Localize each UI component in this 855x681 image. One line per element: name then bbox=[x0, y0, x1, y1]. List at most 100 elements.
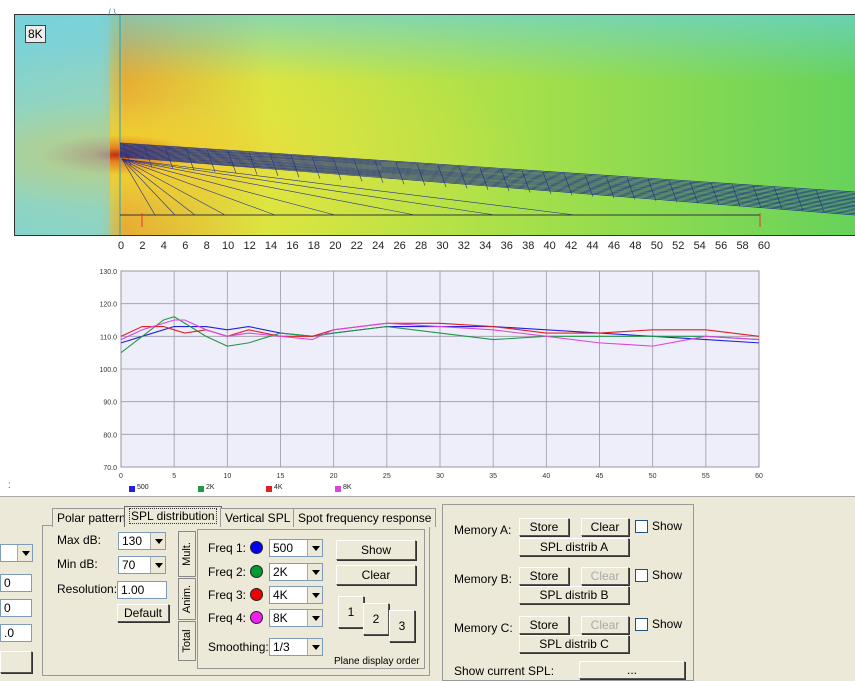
heatmap-x-tick: 14 bbox=[264, 240, 278, 252]
freq1-select[interactable]: 500 bbox=[269, 539, 323, 557]
memory-c-clear-button[interactable]: Clear bbox=[581, 616, 629, 634]
y-tick-label: 100.0 bbox=[99, 367, 117, 374]
heatmap-x-tick: 34 bbox=[479, 240, 492, 252]
memory-b-store-button[interactable]: Store bbox=[519, 567, 569, 585]
freq3-select[interactable]: 4K bbox=[269, 586, 323, 604]
heatmap-x-tick: 38 bbox=[522, 240, 535, 252]
smoothing-label: Smoothing: bbox=[208, 640, 269, 654]
heatmap-x-tick: 8 bbox=[203, 240, 210, 252]
max-db-select[interactable]: 130 bbox=[118, 532, 166, 550]
partial-input-3[interactable]: .0 bbox=[0, 624, 32, 642]
heatmap-x-tick: 2 bbox=[139, 240, 146, 252]
heatmap-x-tick: 26 bbox=[393, 240, 406, 252]
mult-panel bbox=[197, 529, 425, 669]
memory-a-label: Memory A: bbox=[454, 523, 512, 537]
x-tick-label: 35 bbox=[489, 473, 497, 480]
min-db-select[interactable]: 70 bbox=[118, 556, 166, 574]
tab-spot-frequency-response[interactable]: Spot frequency response bbox=[293, 508, 437, 527]
vtab-anim[interactable]: Anim. bbox=[178, 578, 196, 620]
freq3-color-dot bbox=[250, 588, 263, 601]
freq4-select[interactable]: 8K bbox=[269, 609, 323, 627]
show-current-spl-label: Show current SPL: bbox=[454, 664, 555, 678]
partial-button[interactable] bbox=[0, 651, 32, 673]
spl-heatmap[interactable]: 8K bbox=[14, 14, 855, 236]
heatmap-x-tick: 16 bbox=[286, 240, 299, 252]
heatmap-x-tick: 4 bbox=[160, 240, 167, 252]
tab-polar-pattern[interactable]: Polar pattern bbox=[52, 508, 131, 527]
memory-c-store-button[interactable]: Store bbox=[519, 616, 569, 634]
spl-distrib-b-button[interactable]: SPL distrib B bbox=[519, 586, 629, 604]
heatmap-x-tick: 12 bbox=[243, 240, 256, 252]
chevron-down-icon bbox=[150, 557, 165, 573]
freq4-label: Freq 4: bbox=[208, 611, 247, 625]
vtab-total[interactable]: Total bbox=[178, 621, 196, 661]
memory-b-show-checkbox[interactable] bbox=[635, 569, 648, 582]
memory-a-show-label: Show bbox=[652, 519, 683, 533]
heatmap-x-tick: 50 bbox=[650, 240, 663, 252]
series-line-4K bbox=[120, 322, 760, 337]
show-button[interactable]: Show bbox=[336, 540, 416, 560]
chevron-down-icon bbox=[307, 610, 322, 626]
heatmap-x-tick: 42 bbox=[564, 240, 578, 252]
memory-a-show-checkbox[interactable] bbox=[635, 520, 648, 533]
heatmap-x-tick: 40 bbox=[543, 240, 556, 252]
heatmap-x-tick: 6 bbox=[182, 240, 189, 252]
heatmap-x-tick: 56 bbox=[715, 240, 728, 252]
freq1-color-dot bbox=[250, 541, 263, 554]
heatmap-x-tick: 36 bbox=[500, 240, 513, 252]
frequency-badge: 8K bbox=[25, 25, 46, 43]
tab-spl-distribution[interactable]: SPL distribution bbox=[124, 506, 222, 527]
heatmap-x-tick: 44 bbox=[586, 240, 599, 252]
plane-order-button-1[interactable]: 1 bbox=[338, 596, 364, 628]
partial-input-2[interactable]: 0 bbox=[0, 599, 32, 617]
y-tick-label: 80.0 bbox=[103, 432, 117, 439]
heatmap-x-tick: 58 bbox=[736, 240, 749, 252]
memory-b-clear-button[interactable]: Clear bbox=[581, 567, 629, 585]
y-tick-label: 90.0 bbox=[103, 400, 117, 407]
memory-c-show-checkbox[interactable] bbox=[635, 618, 648, 631]
max-db-label: Max dB: bbox=[57, 533, 102, 547]
resolution-input[interactable]: 1.00 bbox=[117, 581, 167, 599]
heatmap-x-tick: 18 bbox=[307, 240, 321, 252]
tab-vertical-spl[interactable]: Vertical SPL bbox=[220, 508, 296, 527]
legend-label: 2K bbox=[206, 484, 215, 491]
chevron-down-icon bbox=[307, 564, 322, 580]
show-current-spl-button[interactable]: ... bbox=[579, 661, 685, 679]
y-tick-label: 120.0 bbox=[99, 302, 117, 309]
vtab-mult[interactable]: Mult. bbox=[178, 531, 196, 577]
x-tick-label: 45 bbox=[596, 473, 604, 480]
spl-distrib-a-button[interactable]: SPL distrib A bbox=[519, 538, 629, 556]
x-tick-label: 50 bbox=[649, 473, 657, 480]
heatmap-x-tick: 10 bbox=[222, 240, 235, 252]
x-tick-label: 0 bbox=[119, 473, 123, 480]
partial-input-1[interactable]: 0 bbox=[0, 574, 32, 592]
freq1-label: Freq 1: bbox=[208, 541, 247, 555]
x-tick-label: 15 bbox=[277, 473, 285, 480]
resolution-label: Resolution: bbox=[57, 582, 118, 596]
plane-order-button-2[interactable]: 2 bbox=[363, 603, 389, 635]
smoothing-select[interactable]: 1/3 bbox=[269, 638, 323, 656]
legend-swatch bbox=[335, 486, 341, 492]
heatmap-x-tick: 32 bbox=[457, 240, 471, 252]
spl-distrib-c-button[interactable]: SPL distrib C bbox=[519, 635, 629, 653]
clear-button[interactable]: Clear bbox=[336, 565, 416, 585]
heatmap-x-tick: 46 bbox=[607, 240, 621, 252]
legend-label: 8K bbox=[343, 484, 352, 491]
x-tick-label: 40 bbox=[542, 473, 550, 480]
memory-a-clear-button[interactable]: Clear bbox=[581, 518, 629, 536]
partial-combo[interactable] bbox=[0, 544, 33, 562]
memory-a-store-button[interactable]: Store bbox=[519, 518, 569, 536]
freq2-select[interactable]: 2K bbox=[269, 563, 323, 581]
plane-order-button-3[interactable]: 3 bbox=[389, 610, 415, 642]
default-button[interactable]: Default bbox=[117, 604, 169, 622]
y-tick-label: 130.0 bbox=[99, 269, 117, 276]
freq2-color-dot bbox=[250, 565, 263, 578]
heatmap-x-tick: 24 bbox=[372, 240, 385, 252]
heatmap-x-tick: 0 bbox=[117, 240, 125, 252]
heatmap-x-tick: 30 bbox=[436, 240, 449, 252]
x-tick-label: 30 bbox=[436, 473, 444, 480]
heatmap-x-tick: 48 bbox=[629, 240, 642, 252]
freq3-label: Freq 3: bbox=[208, 588, 247, 602]
x-tick-label: 10 bbox=[223, 473, 231, 480]
y-tick-label: 110.0 bbox=[100, 334, 117, 341]
